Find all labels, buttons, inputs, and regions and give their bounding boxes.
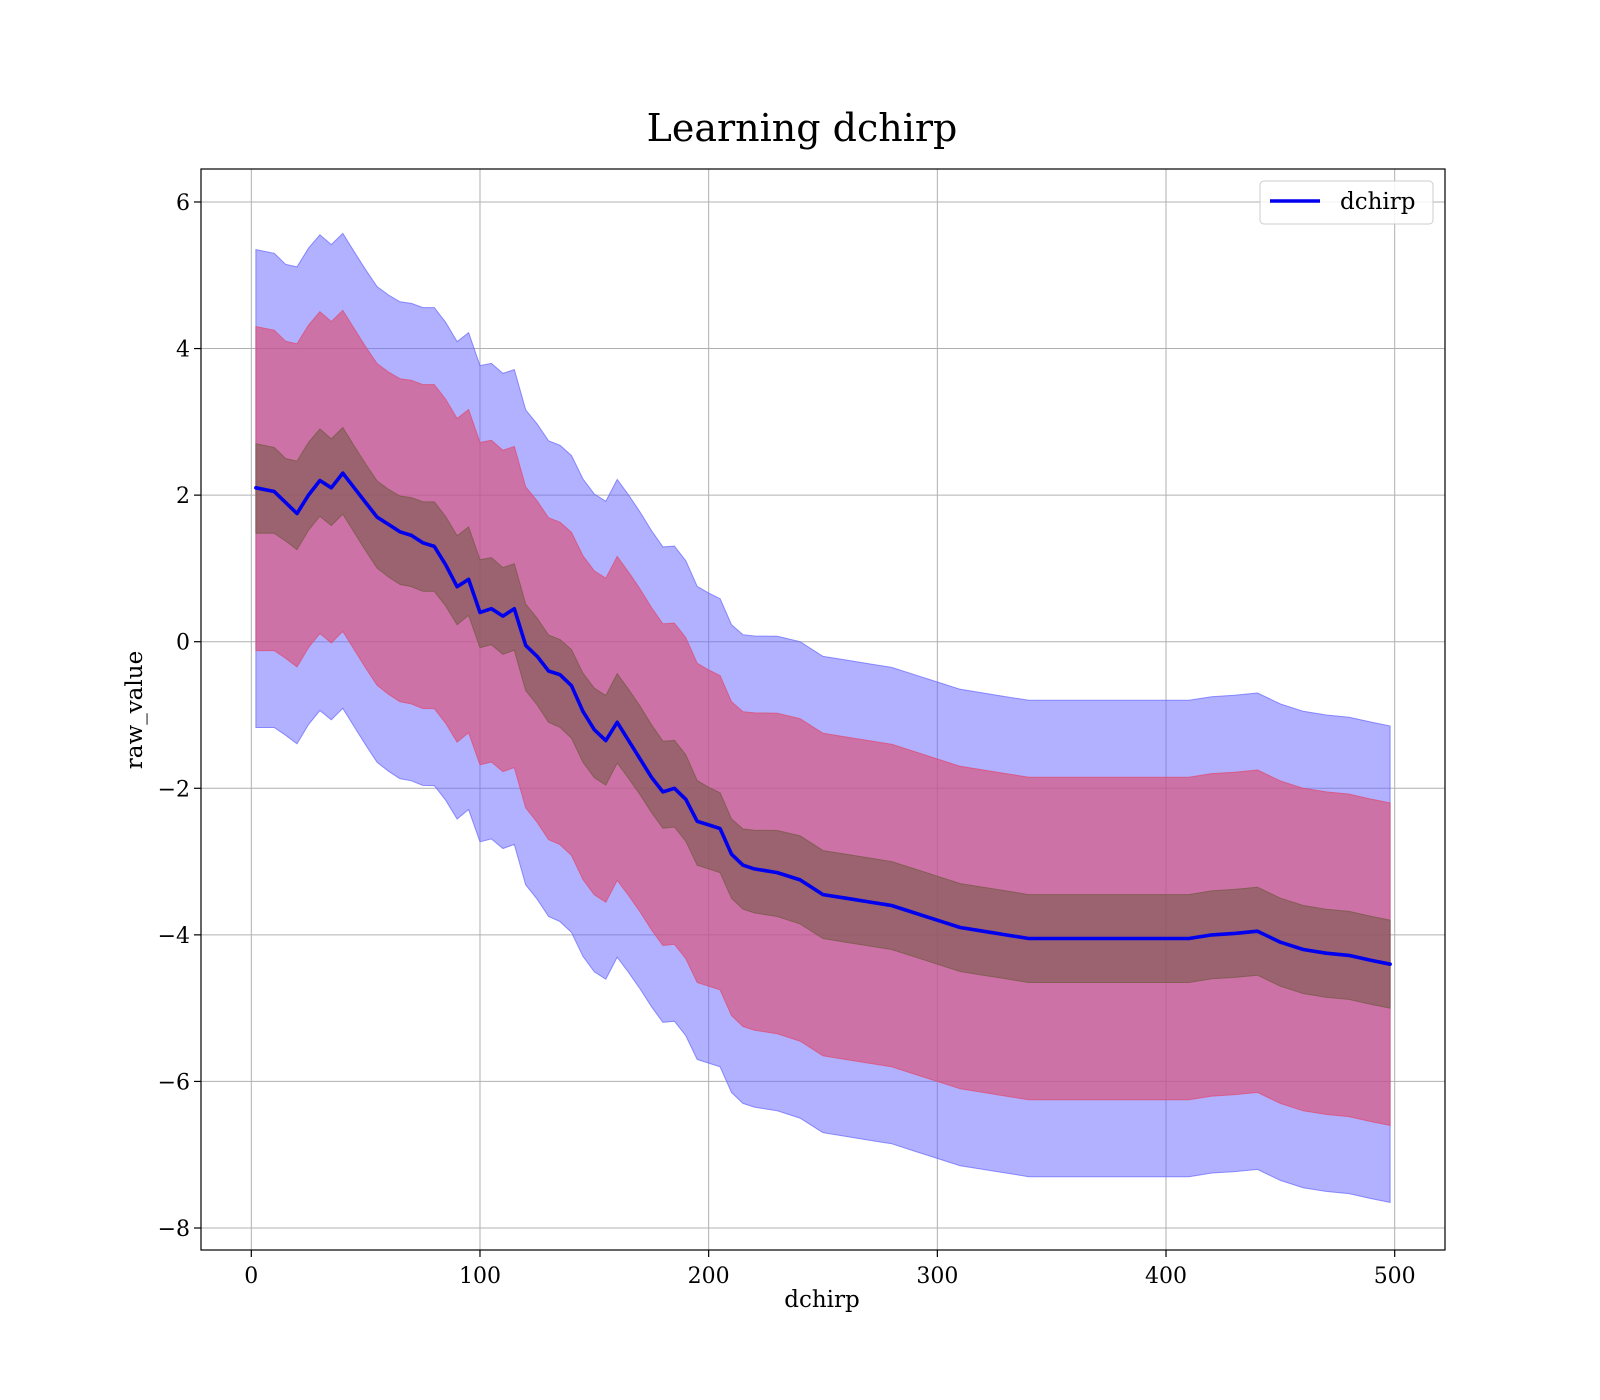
y-tick-label: −8: [158, 1217, 190, 1242]
series-line-layer: [254, 471, 1392, 966]
x-tick-label: 0: [244, 1264, 258, 1289]
inner-band: [255, 426, 1391, 1009]
chart-title: Learning dchirp: [647, 106, 958, 150]
x-tick-label: 300: [916, 1264, 958, 1289]
x-tick-label: 200: [688, 1264, 730, 1289]
x-ticks: 0 100 200 300 400 500: [244, 1250, 1416, 1289]
y-ticks: −8 −6 −4 −2 0 2 4 6: [158, 191, 201, 1242]
y-tick-label: −6: [158, 1070, 190, 1095]
y-tick-label: 0: [176, 631, 190, 656]
y-tick-label: 6: [176, 191, 190, 216]
y-tick-label: 2: [176, 484, 190, 509]
x-tick-label: 400: [1145, 1264, 1187, 1289]
x-tick-label: 100: [459, 1264, 501, 1289]
series-line-dchirp: [254, 471, 1392, 966]
legend-box: [1259, 180, 1434, 225]
y-tick-label: 4: [176, 338, 190, 363]
legend-label: dchirp: [1340, 189, 1416, 215]
legend: dchirp: [1259, 180, 1434, 225]
x-axis-label: dchirp: [784, 1287, 860, 1313]
y-axis-label: raw_value: [122, 651, 148, 769]
plot-frame: [200, 168, 1446, 1251]
y-tick-label: −2: [158, 777, 190, 802]
y-tick-label: −4: [158, 924, 190, 949]
confidence-bands: [255, 232, 1391, 1204]
x-tick-label: 500: [1374, 1264, 1416, 1289]
